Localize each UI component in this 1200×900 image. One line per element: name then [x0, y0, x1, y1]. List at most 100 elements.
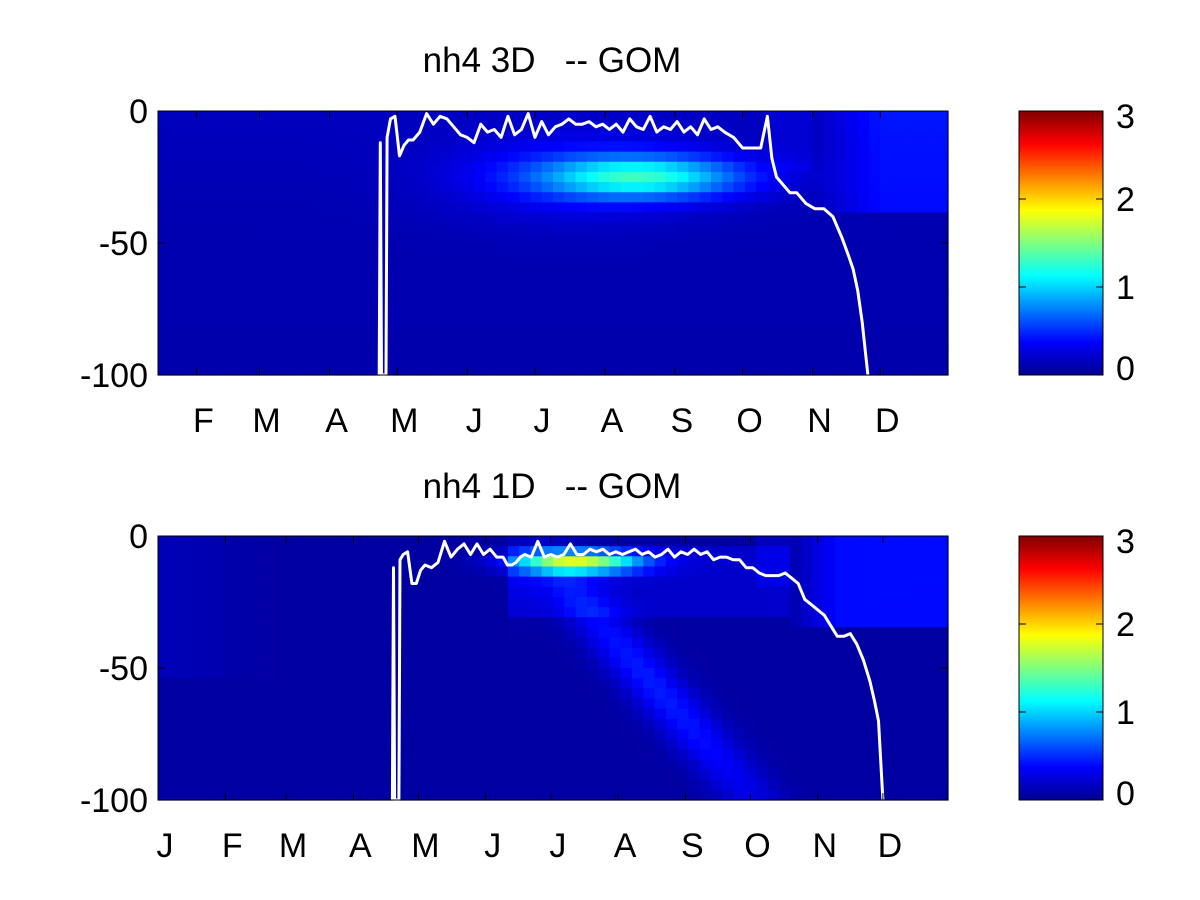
heatmap-cell [891, 688, 904, 700]
heatmap-cell [485, 698, 498, 710]
heatmap-cell [857, 141, 870, 153]
heatmap-cell [654, 182, 667, 193]
heatmap-cell [327, 576, 340, 588]
heatmap-cell [857, 617, 870, 628]
heatmap-cell [248, 556, 261, 568]
heatmap-cell [406, 253, 419, 264]
heatmap-cell [191, 739, 204, 750]
heatmap-cell [936, 273, 949, 285]
heatmap-cell [485, 303, 498, 315]
heatmap-cell [451, 212, 464, 224]
heatmap-cell [496, 769, 509, 781]
heatmap-cell [711, 708, 723, 720]
heatmap-cell [406, 283, 419, 295]
heatmap-cell [553, 749, 565, 760]
heatmap-cell [270, 688, 283, 700]
heatmap-cell [237, 253, 249, 264]
heatmap-cell [586, 617, 599, 628]
heatmap-cell [440, 334, 453, 346]
heatmap-cell [383, 334, 396, 346]
heatmap-cell [203, 283, 216, 295]
heatmap-cell [790, 324, 802, 335]
heatmap-cell [801, 678, 814, 689]
heatmap-cell [530, 161, 543, 173]
heatmap-cell [823, 566, 836, 578]
heatmap-cell [169, 314, 182, 325]
heatmap-cell [395, 293, 407, 305]
heatmap-cell [688, 708, 701, 720]
heatmap-cell [823, 232, 836, 244]
heatmap-cell [586, 769, 599, 781]
heatmap-cell [237, 192, 249, 203]
heatmap-cell [191, 627, 204, 639]
heatmap-cell [665, 344, 678, 356]
heatmap-cell [812, 749, 825, 760]
heatmap-cell [835, 566, 848, 578]
heatmap-cell [632, 596, 644, 608]
heatmap-cell [711, 688, 723, 700]
heatmap-cell [462, 283, 475, 295]
heatmap-cell [880, 657, 893, 669]
heatmap-cell [756, 668, 769, 679]
heatmap-cell [451, 202, 464, 214]
heatmap-cell [711, 253, 723, 264]
heatmap-cell [677, 354, 690, 366]
heatmap-cell [677, 131, 690, 143]
heatmap-cell [925, 759, 938, 771]
heatmap-cell [665, 556, 678, 568]
heatmap-cell [620, 637, 633, 649]
heatmap-cell [496, 121, 509, 132]
heatmap-cell [361, 688, 374, 700]
heatmap-cell [936, 657, 949, 669]
heatmap-cell [586, 171, 599, 183]
heatmap-cell [507, 324, 520, 335]
heatmap-cell [575, 243, 588, 254]
heatmap-cell [191, 121, 204, 132]
heatmap-cell [609, 759, 622, 771]
heatmap-cell [722, 657, 735, 669]
heatmap-cell [925, 212, 938, 224]
heatmap-cell [902, 212, 915, 224]
heatmap-cell [282, 232, 295, 244]
heatmap-cell [609, 182, 622, 193]
heatmap-cell [880, 324, 893, 335]
heatmap-cell [767, 171, 780, 183]
heatmap-cell [677, 566, 690, 578]
heatmap-cell [609, 324, 622, 335]
heatmap-cell [925, 171, 938, 183]
heatmap-cell [609, 273, 622, 285]
heatmap-cell [722, 759, 735, 771]
heatmap-cell [801, 334, 814, 346]
heatmap-cell [654, 283, 667, 295]
heatmap-cell [304, 293, 317, 305]
heatmap-cell [586, 708, 599, 720]
heatmap-cell [699, 647, 712, 659]
heatmap-cell [428, 779, 441, 791]
heatmap-cell [677, 596, 690, 608]
heatmap-cell [383, 222, 396, 234]
heatmap-cell [361, 121, 374, 132]
heatmap-cell [801, 576, 814, 588]
heatmap-cell [406, 718, 419, 730]
heatmap-cell [282, 789, 295, 801]
heatmap-cell [270, 161, 283, 173]
heatmap-cell [462, 121, 475, 132]
heatmap-cell [880, 222, 893, 234]
heatmap-cell [925, 243, 938, 254]
heatmap-cell [270, 546, 283, 557]
heatmap-cell [880, 749, 893, 760]
heatmap-cell [428, 769, 441, 781]
heatmap-cell [293, 283, 306, 295]
heatmap-cell [722, 263, 735, 275]
heatmap-cell [496, 779, 509, 791]
heatmap-cell [383, 273, 396, 285]
heatmap-cell [790, 789, 802, 801]
heatmap-cell [880, 708, 893, 720]
heatmap-cell [869, 627, 881, 639]
heatmap-cell [767, 637, 780, 649]
heatmap-cell [902, 141, 915, 153]
heatmap-cell [225, 556, 238, 568]
heatmap-cell [869, 688, 881, 700]
heatmap-cell [632, 698, 644, 710]
heatmap-cell [564, 344, 577, 356]
